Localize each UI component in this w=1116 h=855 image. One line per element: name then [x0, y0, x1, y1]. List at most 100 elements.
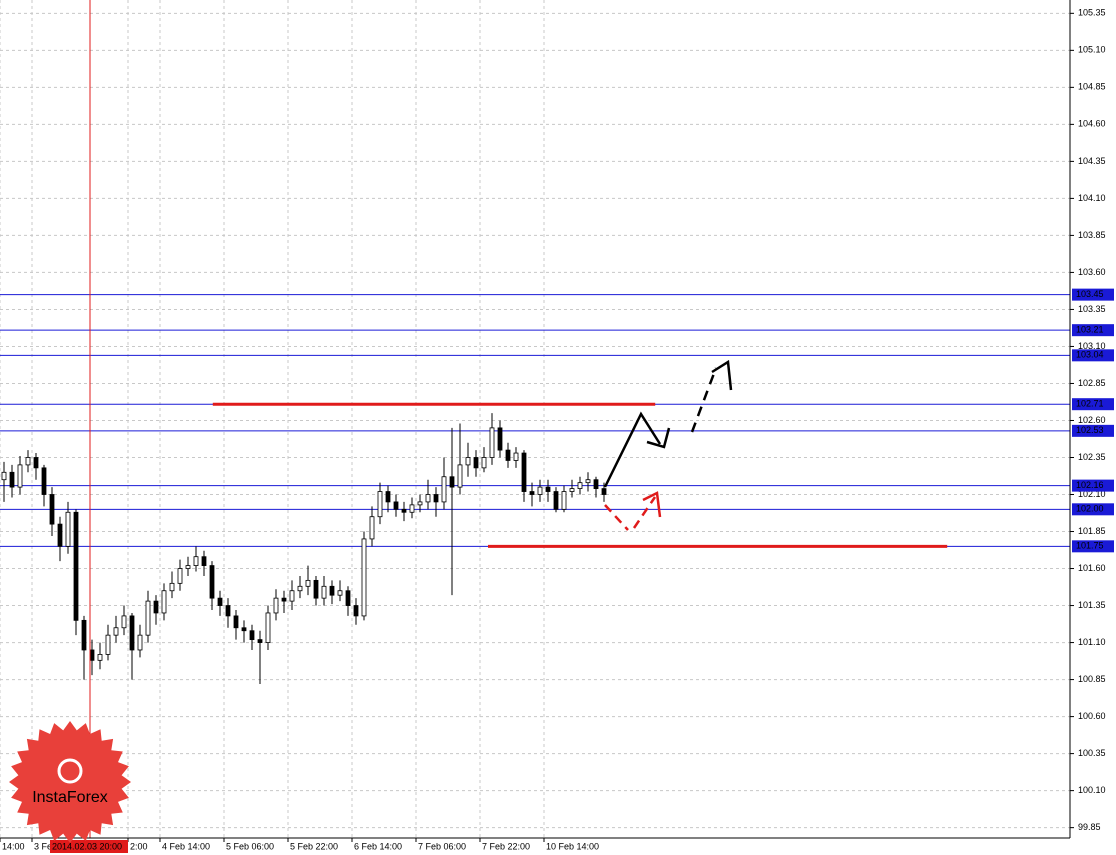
candle-body: [25, 457, 31, 466]
candle-body: [361, 538, 367, 617]
x-tick-label: 3 Fe: [34, 841, 52, 851]
candle-body: [553, 491, 559, 510]
candle-body: [65, 511, 71, 547]
candle-body: [401, 508, 407, 513]
forecast-arrow: [603, 411, 662, 488]
candle-body: [417, 501, 423, 506]
candle-body: [561, 491, 567, 510]
candle-body: [153, 600, 159, 614]
alt-arrow: [604, 504, 629, 531]
cursor-label: 2014.02.03 20:00: [52, 841, 122, 851]
arrow-head: [711, 359, 733, 391]
candle-body: [473, 457, 479, 469]
candle-body: [489, 427, 495, 458]
candle-body: [321, 585, 327, 599]
level-label: 101.75: [1076, 541, 1104, 551]
candle-body: [185, 565, 191, 569]
candle-body: [289, 590, 295, 602]
level-label: 103.45: [1076, 289, 1104, 299]
candle-body: [57, 523, 63, 547]
candle-body: [345, 590, 351, 606]
candle-body: [137, 634, 143, 651]
candle-body: [577, 482, 583, 489]
level-label-box: [1072, 398, 1114, 411]
candle-body: [369, 516, 375, 540]
candle-body: [225, 605, 231, 617]
y-tick-label: 101.85: [1078, 526, 1106, 536]
candle-body: [105, 634, 111, 655]
candle-body: [593, 479, 599, 489]
candle-body: [121, 615, 127, 629]
y-tick-label: 101.35: [1078, 600, 1106, 610]
level-label-box: [1072, 540, 1114, 553]
y-tick-label: 101.60: [1078, 563, 1106, 573]
level-label: 102.00: [1076, 504, 1104, 514]
candle-body: [89, 649, 95, 661]
candle-body: [161, 590, 167, 614]
candle-body: [305, 579, 311, 587]
candle-body: [169, 582, 175, 592]
candle-body: [41, 467, 47, 495]
y-tick-label: 100.60: [1078, 711, 1106, 721]
y-tick-label: 105.35: [1078, 8, 1106, 18]
y-tick-label: 102.10: [1078, 489, 1106, 499]
marks: [0, 0, 1070, 838]
candle-body: [297, 585, 303, 592]
candle-body: [537, 486, 543, 495]
candle-body: [265, 612, 271, 643]
y-tick-label: 103.35: [1078, 304, 1106, 314]
candle-body: [329, 585, 335, 596]
candle-body: [273, 597, 279, 614]
candle-body: [249, 630, 255, 641]
candle-body: [465, 457, 471, 466]
candle-body: [17, 464, 23, 488]
level-label-box: [1072, 288, 1114, 301]
candle-body: [217, 597, 223, 606]
candle-body: [425, 494, 431, 503]
annotation-arrows: [603, 359, 733, 531]
level-label: 102.16: [1076, 480, 1104, 490]
candle-body: [193, 556, 199, 566]
forecast-arrow-dashed: [690, 367, 718, 433]
candle-body: [129, 615, 135, 651]
alt-arrow: [632, 496, 657, 529]
candle-body: [385, 491, 391, 503]
candle-body: [481, 457, 487, 469]
candle-body: [569, 488, 575, 492]
candle-body: [9, 471, 15, 488]
y-tick-label: 100.85: [1078, 674, 1106, 684]
y-tick-label: 103.85: [1078, 230, 1106, 240]
candle-body: [433, 494, 439, 503]
candle-body: [353, 605, 359, 617]
cursor-label-box: [50, 840, 128, 853]
level-label-box: [1072, 324, 1114, 337]
candle-body: [441, 476, 447, 503]
level-label: 103.04: [1076, 350, 1104, 360]
candle-body: [73, 511, 79, 621]
level-label-box: [1072, 503, 1114, 516]
candle-body: [601, 488, 607, 495]
watermark-logo: InstaForex: [9, 721, 131, 843]
x-tick-label: 7 Feb 22:00: [482, 841, 530, 851]
x-tick-label: 4 Feb 14:00: [162, 841, 210, 851]
x-tick-label: 5 Feb 06:00: [226, 841, 274, 851]
candle-body: [337, 590, 343, 596]
y-tick-label: 99.85: [1078, 822, 1101, 832]
y-tick-label: 103.60: [1078, 267, 1106, 277]
candle-body: [281, 597, 287, 602]
candle-body: [257, 639, 263, 643]
logo-emblem: [57, 758, 83, 784]
level-label: 103.21: [1076, 325, 1104, 335]
level-label: 102.71: [1076, 399, 1104, 409]
candle-body: [513, 452, 519, 461]
y-tick-label: 104.10: [1078, 193, 1106, 203]
y-tick-label: 100.35: [1078, 748, 1106, 758]
candle-body: [521, 452, 527, 492]
candle-body: [209, 565, 215, 599]
y-tick-label: 101.10: [1078, 637, 1106, 647]
candle-body: [457, 464, 463, 488]
level-label-box: [1072, 424, 1114, 437]
y-tick-label: 103.10: [1078, 341, 1106, 351]
candle-body: [449, 476, 455, 488]
